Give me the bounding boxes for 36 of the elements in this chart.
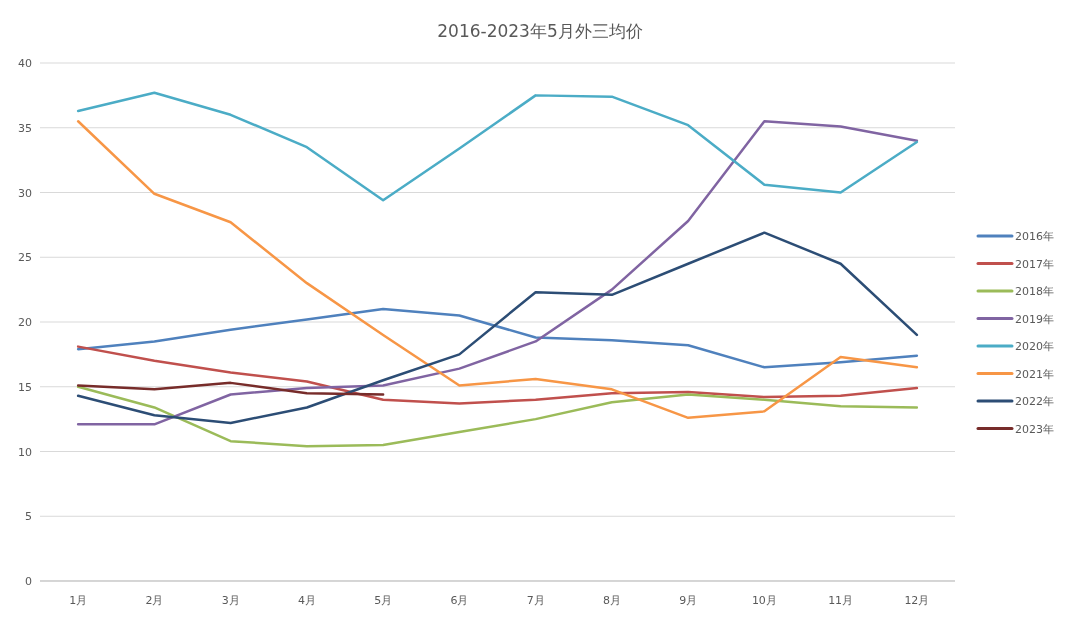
legend-label: 2021年	[1015, 367, 1054, 381]
y-tick-label: 20	[18, 316, 32, 329]
legend-label: 2016年	[1015, 230, 1054, 243]
legend-label: 2022年	[1015, 395, 1054, 408]
legend-label: 2020年	[1015, 340, 1054, 353]
legend-label: 2023年	[1015, 422, 1054, 436]
y-tick-label: 40	[18, 57, 32, 70]
legend-label: 2019年	[1015, 312, 1054, 326]
x-tick-label: 7月	[526, 594, 545, 607]
x-tick-label: 6月	[450, 594, 469, 607]
x-tick-label: 9月	[679, 594, 698, 607]
y-tick-label: 0	[25, 575, 32, 588]
y-tick-label: 10	[18, 445, 32, 459]
x-tick-label: 11月	[828, 594, 854, 607]
y-tick-label: 30	[18, 186, 32, 200]
x-tick-label: 8月	[602, 594, 621, 607]
line-series	[76, 385, 919, 448]
legend-label: 2017年	[1015, 257, 1054, 271]
legend-label: 2018年	[1015, 285, 1054, 298]
x-tick-label: 3月	[221, 594, 240, 607]
x-tick-label: 1月	[69, 594, 88, 607]
line-series	[76, 307, 919, 369]
x-tick-label: 12月	[904, 594, 930, 607]
x-tick-label: 10月	[751, 594, 777, 607]
chart-title: 2016-2023年5月外三均价	[437, 21, 643, 41]
y-tick-label: 15	[18, 380, 32, 394]
line-series	[76, 231, 919, 425]
y-tick-label: 35	[18, 121, 32, 135]
y-tick-label: 5	[25, 510, 32, 524]
line-series	[76, 381, 385, 396]
x-tick-label: 2月	[145, 594, 164, 607]
line-series	[76, 345, 919, 405]
x-tick-label: 4月	[297, 594, 316, 607]
x-tick-label: 5月	[374, 594, 393, 607]
y-tick-label: 25	[18, 251, 32, 265]
line-series	[76, 91, 919, 202]
